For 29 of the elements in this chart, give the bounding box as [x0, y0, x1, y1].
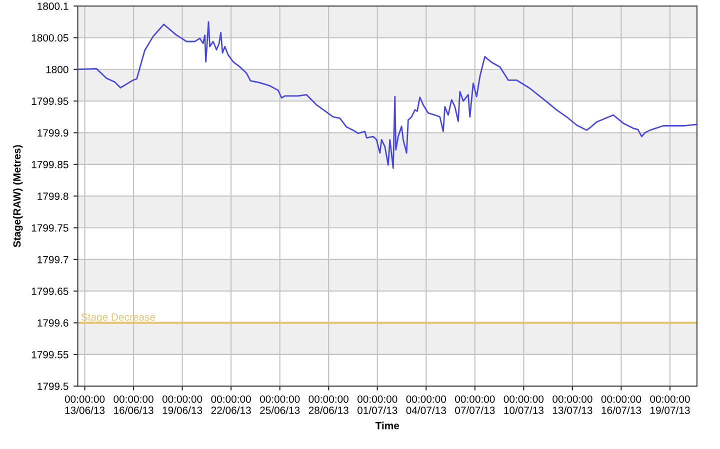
ref-line-label: Stage Decrease — [81, 313, 156, 323]
x-tick-label: 00:00:00 16/06/13 — [114, 395, 154, 414]
x-tick-label: 00:00:00 19/06/13 — [162, 395, 202, 414]
y-tick-label: 1799.5 — [38, 382, 68, 390]
x-tick-label: 00:00:00 10/07/13 — [504, 395, 544, 414]
x-tick-label: 00:00:00 01/07/13 — [358, 395, 398, 414]
y-tick-label: 1799.85 — [32, 160, 68, 168]
x-tick-label: 00:00:00 07/07/13 — [455, 395, 495, 414]
y-tick-label: 1799.8 — [38, 192, 68, 200]
x-tick-label: 00:00:00 16/07/13 — [601, 395, 642, 414]
x-tick-label: 00:00:00 22/06/13 — [211, 395, 251, 414]
y-tick-label: 1800.1 — [38, 2, 68, 10]
x-tick-label: 00:00:00 25/06/13 — [260, 395, 300, 414]
x-tick-label: 00:00:00 13/06/13 — [64, 395, 105, 414]
x-tick-label: 00:00:00 28/06/13 — [308, 395, 348, 414]
y-tick-label: 1799.55 — [32, 350, 68, 358]
y-tick-label: 1799.6 — [38, 319, 68, 327]
x-tick-label: 00:00:00 19/07/13 — [650, 395, 690, 414]
y-tick-label: 1800.05 — [32, 34, 68, 42]
x-axis-title: Time — [375, 422, 400, 430]
y-tick-label: 1799.7 — [38, 256, 68, 264]
y-tick-label: 1799.9 — [38, 129, 68, 137]
y-tick-label: 1800 — [46, 66, 68, 74]
y-tick-label: 1799.75 — [32, 224, 68, 232]
y-axis-title: Stage(RAW) (Metres) — [12, 145, 23, 248]
y-tick-label: 1799.95 — [32, 98, 68, 105]
y-tick-label: 1799.65 — [32, 288, 68, 295]
x-tick-label: 00:00:00 13/07/13 — [552, 395, 592, 414]
x-tick-label: 00:00:00 04/07/13 — [406, 395, 446, 414]
